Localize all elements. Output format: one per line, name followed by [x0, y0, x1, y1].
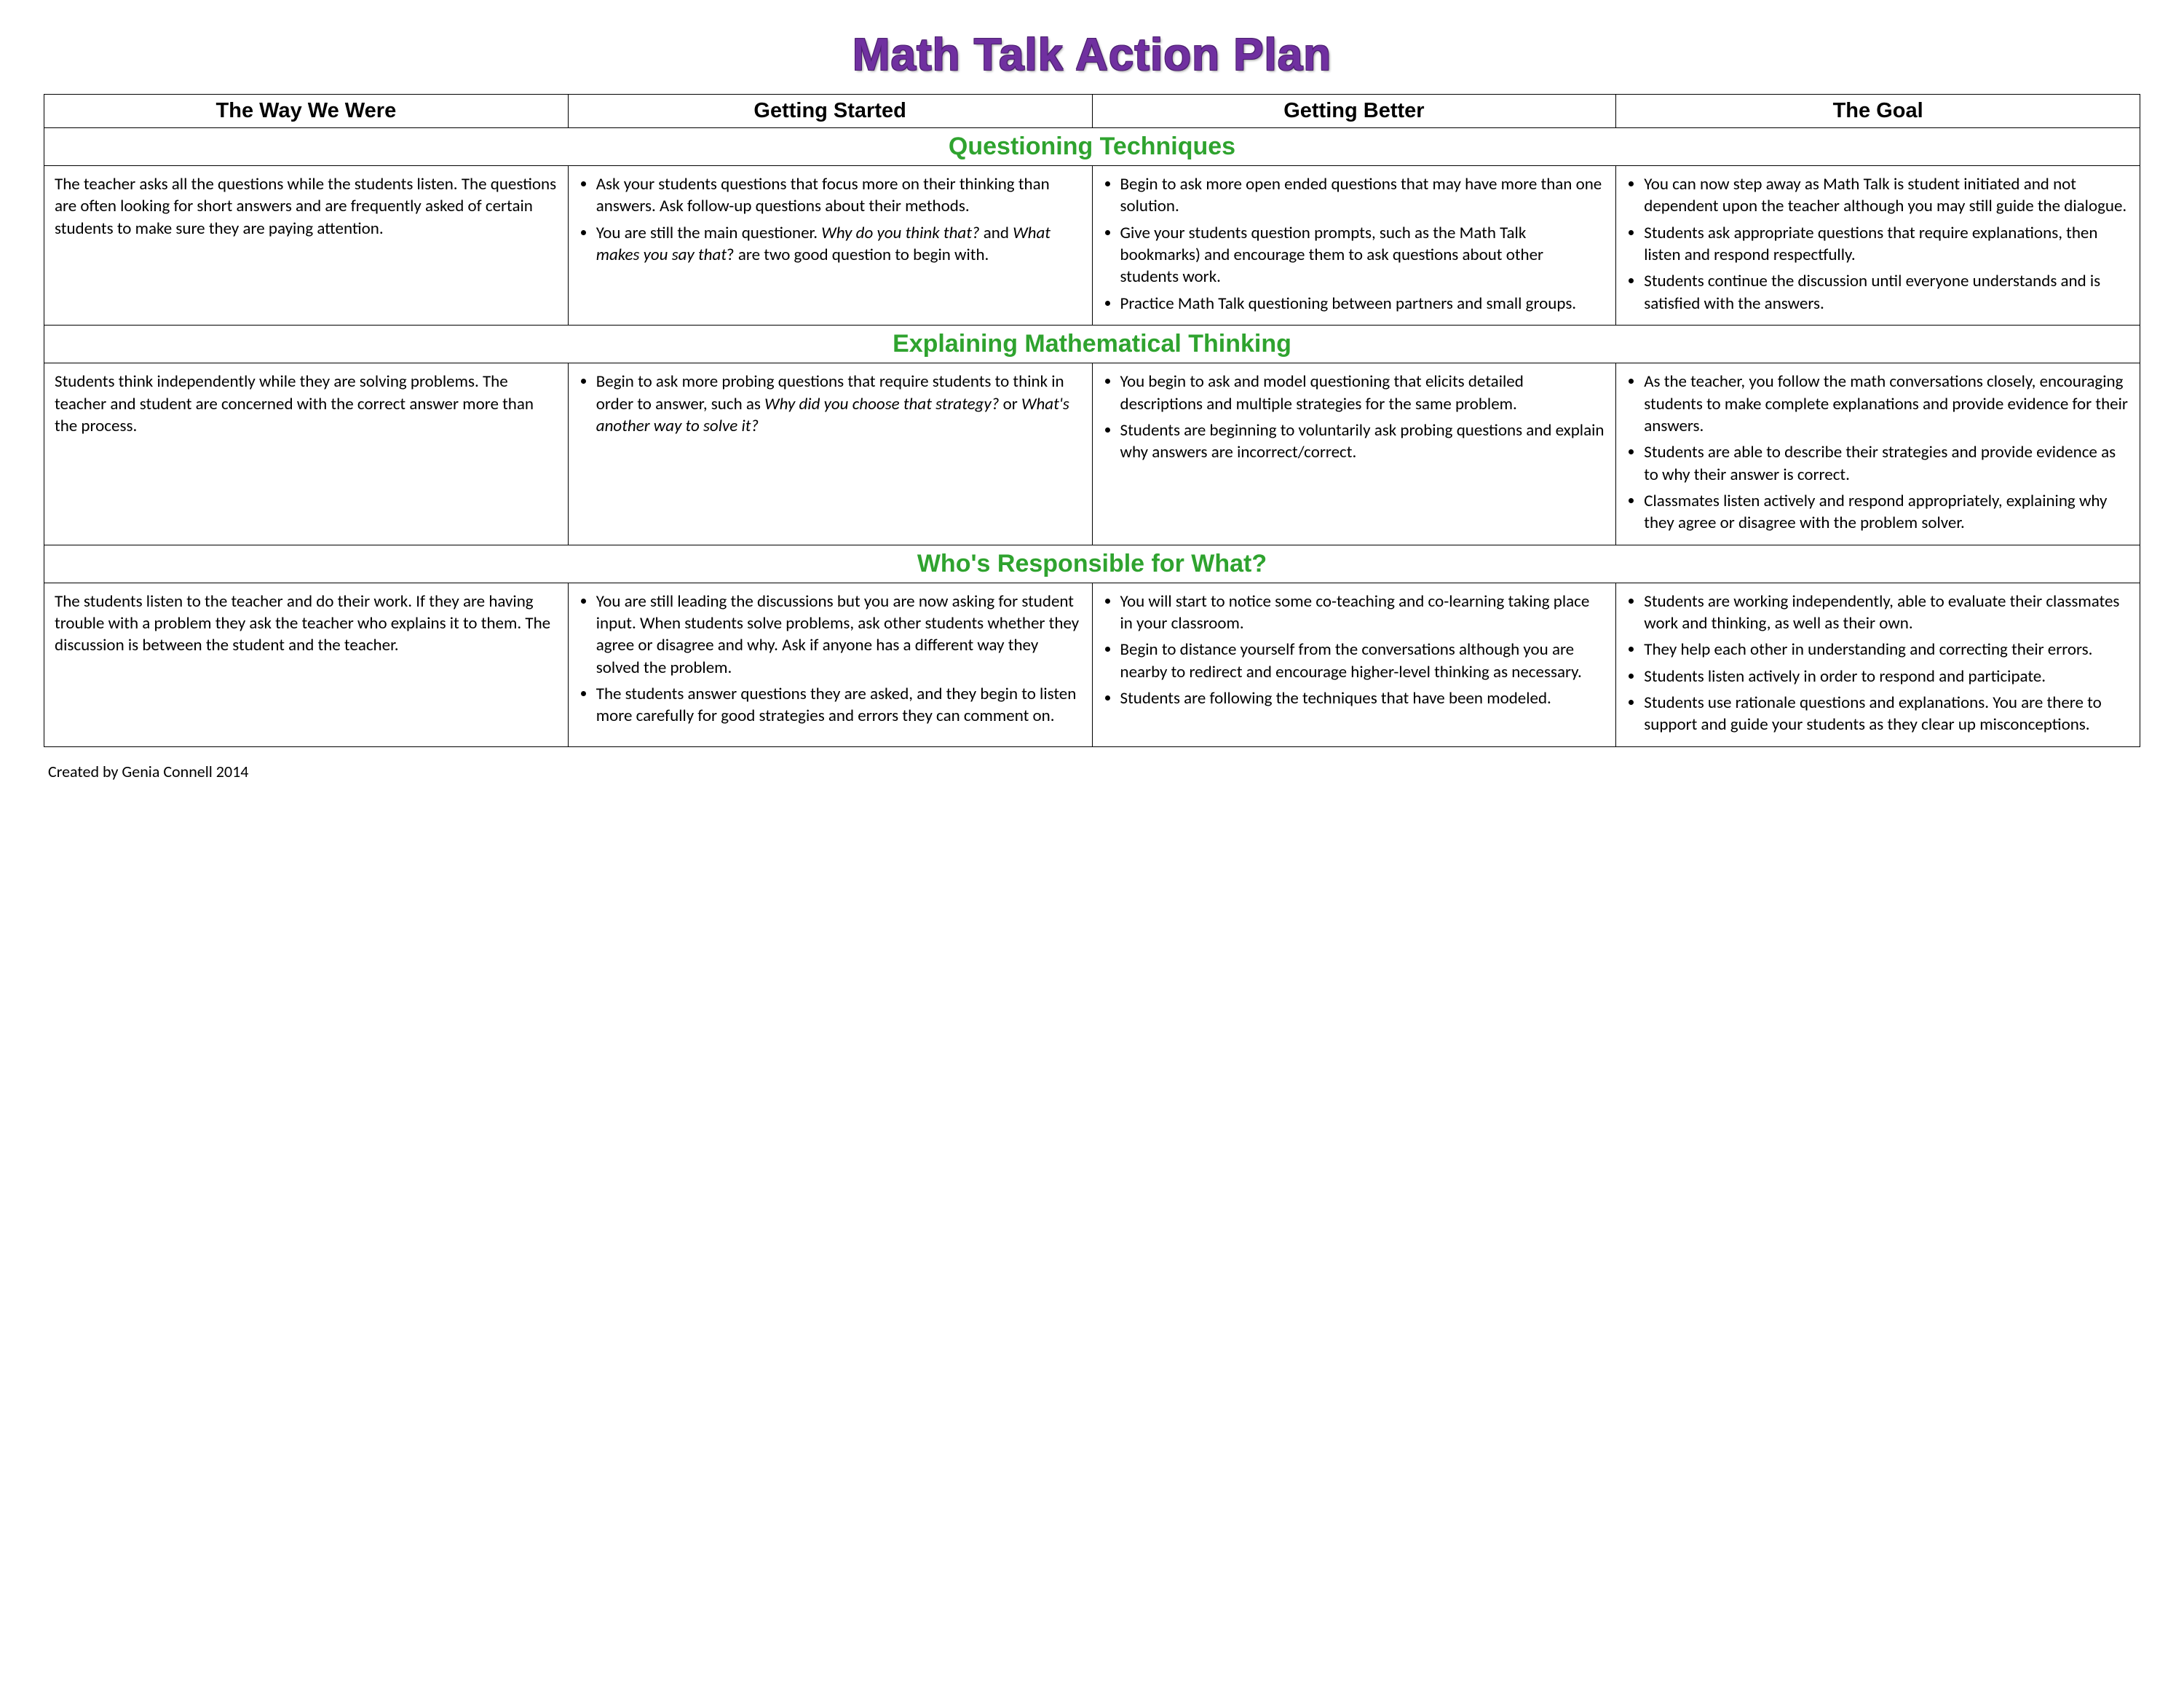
cell-getting-started: You are still leading the discussions bu…: [568, 583, 1092, 746]
column-header-row: The Way We Were Getting Started Getting …: [44, 95, 2140, 128]
footer-credit: Created by Genia Connell 2014: [44, 762, 2140, 781]
list-item: Students ask appropriate questions that …: [1644, 222, 2129, 267]
list-item: The students answer questions they are a…: [596, 683, 1082, 727]
list-item: As the teacher, you follow the math conv…: [1644, 371, 2129, 437]
section-header-row: Questioning Techniques: [44, 128, 2140, 166]
bullet-list: Begin to ask more open ended questions t…: [1103, 173, 1606, 315]
cell-getting-started: Ask your students questions that focus m…: [568, 166, 1092, 326]
cell-text: Students think independently while they …: [55, 371, 558, 437]
bullet-list: As the teacher, you follow the math conv…: [1626, 371, 2129, 535]
list-item: You begin to ask and model questioning t…: [1120, 371, 1606, 415]
list-item: You are still leading the discussions bu…: [596, 591, 1082, 679]
list-item: Begin to distance yourself from the conv…: [1120, 639, 1606, 683]
list-item: Classmates listen actively and respond a…: [1644, 490, 2129, 535]
bullet-list: You can now step away as Math Talk is st…: [1626, 173, 2129, 315]
cell-getting-better: Begin to ask more open ended questions t…: [1092, 166, 1616, 326]
section-content-row: The teacher asks all the questions while…: [44, 166, 2140, 326]
section-content-row: Students think independently while they …: [44, 363, 2140, 545]
bullet-list: You begin to ask and model questioning t…: [1103, 371, 1606, 463]
cell-the-goal: You can now step away as Math Talk is st…: [1616, 166, 2140, 326]
bullet-list: Begin to ask more probing questions that…: [579, 371, 1082, 437]
italic-phrase: Why did you choose that strategy?: [764, 394, 999, 414]
italic-phrase: Why do you think that?: [821, 223, 979, 243]
page-title: Math Talk Action Plan: [44, 29, 2140, 81]
cell-getting-started: Begin to ask more probing questions that…: [568, 363, 1092, 545]
cell-getting-better: You will start to notice some co-teachin…: [1092, 583, 1616, 746]
bullet-list: You will start to notice some co-teachin…: [1103, 591, 1606, 710]
col-header-3: The Goal: [1616, 95, 2140, 128]
list-item: Give your students question prompts, suc…: [1120, 222, 1606, 288]
section-content-row: The students listen to the teacher and d…: [44, 583, 2140, 746]
list-item: Students use rationale questions and exp…: [1644, 692, 2129, 736]
cell-the-goal: As the teacher, you follow the math conv…: [1616, 363, 2140, 545]
list-item: You will start to notice some co-teachin…: [1120, 591, 1606, 635]
list-item: Begin to ask more probing questions that…: [596, 371, 1082, 437]
cell-way-we-were: Students think independently while they …: [44, 363, 569, 545]
cell-way-we-were: The teacher asks all the questions while…: [44, 166, 569, 326]
bullet-list: You are still leading the discussions bu…: [579, 591, 1082, 727]
list-item: Students listen actively in order to res…: [1644, 666, 2129, 687]
list-item: Students continue the discussion until e…: [1644, 270, 2129, 315]
cell-getting-better: You begin to ask and model questioning t…: [1092, 363, 1616, 545]
cell-the-goal: Students are working independently, able…: [1616, 583, 2140, 746]
section-header-row: Who's Responsible for What?: [44, 545, 2140, 583]
list-item: Begin to ask more open ended questions t…: [1120, 173, 1606, 218]
list-item: Students are beginning to voluntarily as…: [1120, 419, 1606, 464]
list-item: Ask your students questions that focus m…: [596, 173, 1082, 218]
col-header-1: Getting Started: [568, 95, 1092, 128]
list-item: Students are following the techniques th…: [1120, 687, 1606, 709]
list-item: You are still the main questioner. Why d…: [596, 222, 1082, 267]
cell-text: The teacher asks all the questions while…: [55, 173, 558, 240]
list-item: You can now step away as Math Talk is st…: [1644, 173, 2129, 218]
col-header-0: The Way We Were: [44, 95, 569, 128]
col-header-2: Getting Better: [1092, 95, 1616, 128]
section-header: Explaining Mathematical Thinking: [44, 326, 2140, 363]
list-item: Practice Math Talk questioning between p…: [1120, 293, 1606, 315]
action-plan-table: The Way We Were Getting Started Getting …: [44, 94, 2140, 747]
section-header: Who's Responsible for What?: [44, 545, 2140, 583]
section-header: Questioning Techniques: [44, 128, 2140, 166]
list-item: Students are working independently, able…: [1644, 591, 2129, 635]
cell-way-we-were: The students listen to the teacher and d…: [44, 583, 569, 746]
bullet-list: Students are working independently, able…: [1626, 591, 2129, 736]
list-item: Students are able to describe their stra…: [1644, 441, 2129, 486]
section-header-row: Explaining Mathematical Thinking: [44, 326, 2140, 363]
bullet-list: Ask your students questions that focus m…: [579, 173, 1082, 266]
cell-text: The students listen to the teacher and d…: [55, 591, 558, 657]
list-item: They help each other in understanding an…: [1644, 639, 2129, 660]
